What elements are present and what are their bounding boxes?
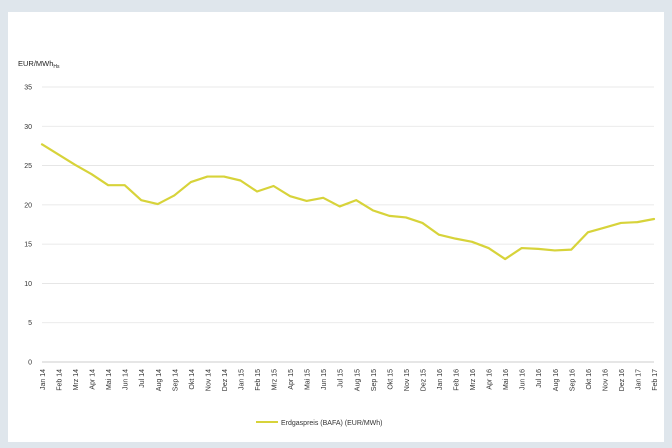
y-tick-label: 5 bbox=[28, 320, 32, 327]
x-tick-label: Dez 15 bbox=[420, 369, 427, 391]
data-point bbox=[189, 181, 192, 183]
x-tick-label: Jan 17 bbox=[635, 369, 642, 390]
x-tick-label: Nov 14 bbox=[205, 369, 212, 391]
data-point bbox=[371, 209, 374, 212]
x-tick-label: Jul 15 bbox=[338, 369, 345, 388]
data-point bbox=[603, 226, 606, 229]
data-point bbox=[421, 222, 424, 224]
y-tick-label: 10 bbox=[24, 281, 32, 288]
x-tick-label: Jan 16 bbox=[437, 369, 444, 390]
data-point bbox=[90, 173, 93, 176]
x-tick-label: Apr 15 bbox=[288, 369, 295, 390]
legend: Erdgaspreis (BAFA) (EUR/MWh) bbox=[256, 420, 383, 427]
data-point bbox=[471, 240, 473, 243]
data-point bbox=[206, 175, 209, 178]
x-tick-label: Jan 15 bbox=[238, 369, 245, 390]
x-tick-label: Mai 16 bbox=[503, 369, 510, 390]
y-tick-label: 25 bbox=[24, 163, 32, 170]
x-axis-ticks: Jan 14 Feb 14 Mrz 14 Apr 14 Mai 14 Jun 14 Jul … bbox=[40, 369, 659, 391]
x-tick-label: Okt 16 bbox=[586, 369, 593, 390]
x-tick-label: Mai 15 bbox=[305, 369, 312, 390]
x-tick-label: Jun 15 bbox=[321, 369, 328, 390]
x-tick-label: Mrz 15 bbox=[272, 369, 279, 391]
x-tick-label: Dez 16 bbox=[619, 369, 626, 391]
x-tick-label: Apr 14 bbox=[90, 369, 97, 390]
x-tick-label: Mai 14 bbox=[106, 369, 113, 390]
x-tick-label: Jun 14 bbox=[123, 369, 130, 390]
data-point bbox=[156, 203, 159, 205]
x-tick-label: Feb 14 bbox=[57, 369, 64, 391]
data-point bbox=[537, 247, 540, 250]
data-point bbox=[504, 258, 507, 260]
data-point bbox=[620, 222, 622, 224]
series-line-0 bbox=[40, 143, 656, 261]
data-point bbox=[322, 196, 325, 199]
data-point bbox=[239, 179, 242, 182]
x-tick-label: Okt 14 bbox=[189, 369, 196, 390]
data-point bbox=[140, 199, 143, 202]
data-point bbox=[57, 153, 60, 156]
x-tick-label: Sep 15 bbox=[371, 369, 378, 391]
data-point bbox=[223, 175, 225, 178]
line-chart: EUR/MWhHs 0 5 10 15 20 25 30 35 Jan 14 Feb 14 Mrz… bbox=[18, 59, 659, 427]
x-tick-label: Jul 14 bbox=[139, 369, 146, 388]
x-tick-label: Sep 14 bbox=[172, 369, 179, 391]
y-axis-ticks: 0 5 10 15 20 25 30 35 bbox=[24, 85, 32, 367]
x-tick-label: Nov 16 bbox=[602, 369, 609, 391]
x-tick-label: Mrz 16 bbox=[470, 369, 477, 391]
series-layer bbox=[40, 143, 656, 261]
data-point bbox=[636, 221, 639, 224]
x-tick-label: Dez 14 bbox=[222, 369, 229, 391]
data-point bbox=[123, 184, 126, 187]
x-tick-label: Jul 16 bbox=[536, 369, 543, 388]
y-tick-label: 15 bbox=[24, 242, 32, 249]
data-point bbox=[438, 233, 440, 236]
x-tick-label: Aug 14 bbox=[156, 369, 163, 391]
x-tick-label: Feb 15 bbox=[255, 369, 262, 391]
chart-panel: EUR/MWhHs 0 5 10 15 20 25 30 35 Jan 14 Feb 14 Mrz… bbox=[8, 12, 664, 442]
x-tick-label: Nov 15 bbox=[404, 369, 411, 391]
x-tick-label: Feb 16 bbox=[454, 369, 461, 391]
x-tick-label: Jan 14 bbox=[40, 369, 47, 390]
data-point bbox=[173, 194, 176, 197]
data-point bbox=[570, 248, 573, 251]
data-point bbox=[586, 231, 589, 234]
legend-label: Erdgaspreis (BAFA) (EUR/MWh) bbox=[281, 420, 383, 427]
y-axis-unit-label: EUR/MWhHs bbox=[18, 59, 60, 70]
x-tick-label: Sep 16 bbox=[569, 369, 576, 391]
x-tick-label: Okt 15 bbox=[387, 369, 394, 390]
x-tick-label: Aug 16 bbox=[553, 369, 560, 391]
data-point bbox=[272, 185, 275, 187]
data-point bbox=[256, 190, 258, 193]
data-point bbox=[388, 214, 391, 217]
x-tick-label: Mrz 14 bbox=[73, 369, 80, 391]
data-point bbox=[454, 237, 457, 240]
gridlines bbox=[42, 86, 654, 363]
x-tick-label: Apr 16 bbox=[487, 369, 494, 390]
data-point bbox=[41, 143, 43, 146]
y-tick-label: 0 bbox=[28, 360, 32, 367]
data-point bbox=[305, 200, 308, 202]
data-point bbox=[653, 218, 655, 220]
data-point bbox=[487, 247, 490, 249]
data-point bbox=[520, 247, 523, 249]
data-point bbox=[404, 216, 407, 219]
y-tick-label: 30 bbox=[24, 124, 32, 131]
data-point bbox=[338, 205, 341, 208]
data-point bbox=[289, 195, 292, 198]
x-tick-label: Jun 16 bbox=[520, 369, 527, 390]
y-tick-label: 35 bbox=[24, 85, 32, 92]
x-tick-label: Aug 15 bbox=[354, 369, 361, 391]
y-tick-label: 20 bbox=[24, 202, 32, 209]
data-point bbox=[107, 184, 110, 187]
x-tick-label: Feb 17 bbox=[652, 369, 659, 391]
data-point bbox=[355, 199, 358, 202]
data-point bbox=[553, 249, 556, 252]
data-point bbox=[74, 163, 76, 166]
